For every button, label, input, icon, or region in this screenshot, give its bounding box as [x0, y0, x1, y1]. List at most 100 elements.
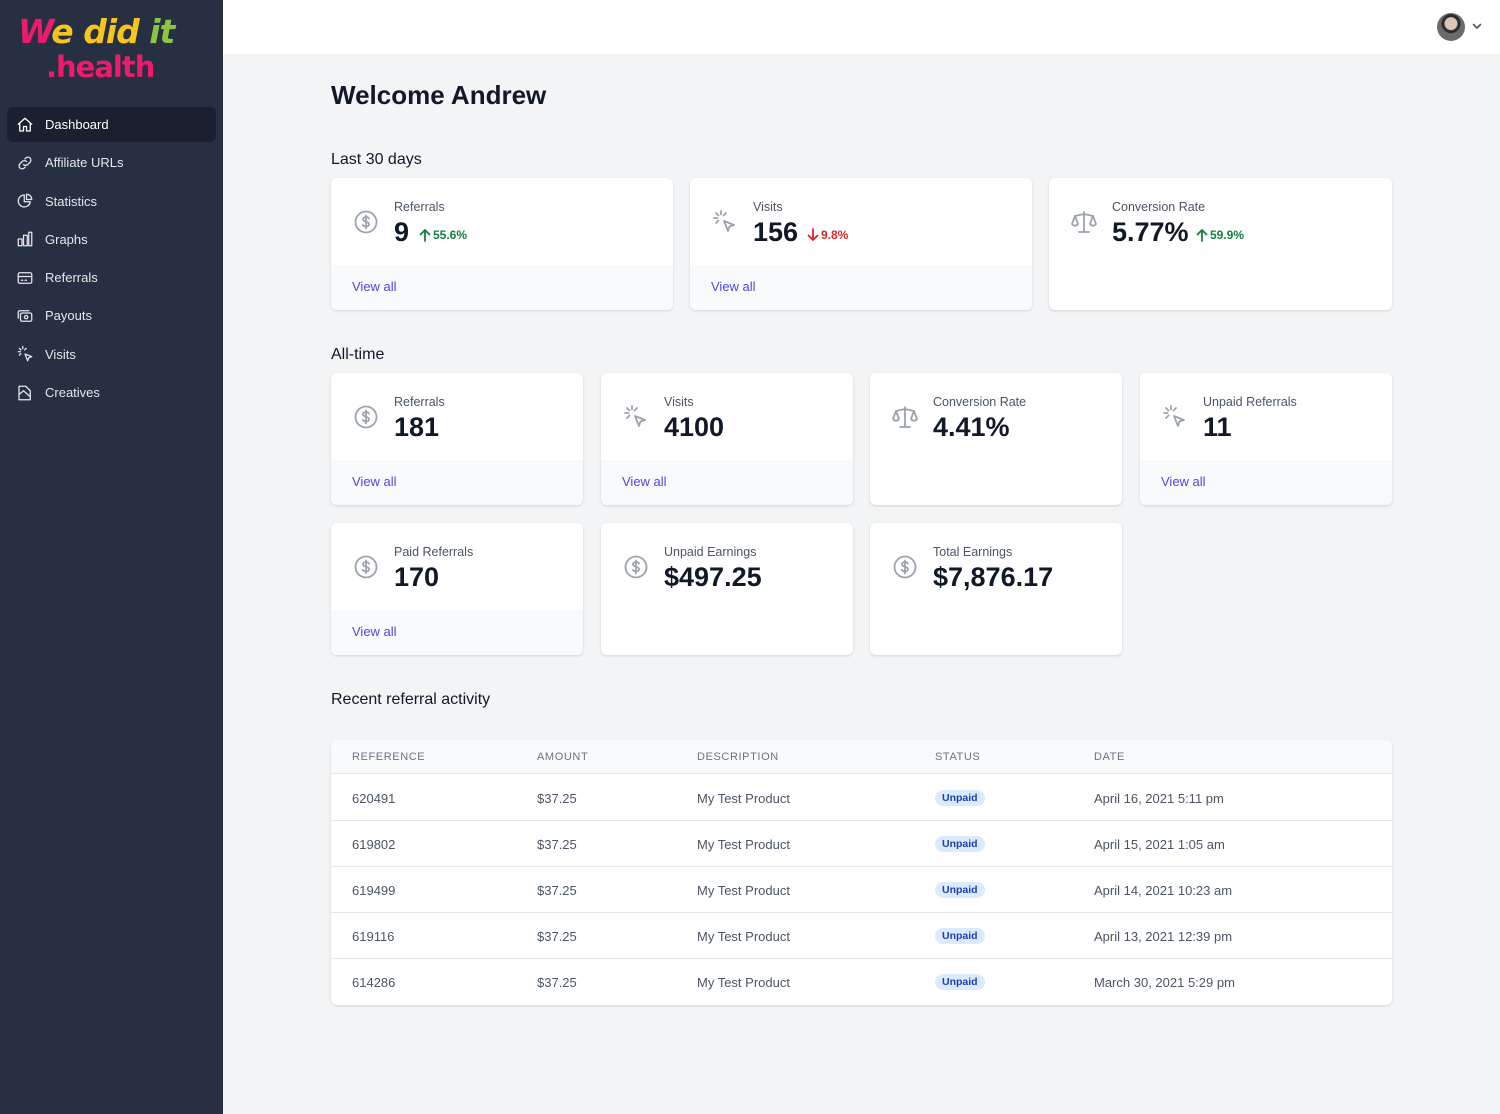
document-icon: [18, 385, 31, 400]
stat-label: Unpaid Earnings: [664, 545, 757, 559]
sidebar-item-creatives[interactable]: Creatives: [7, 375, 216, 410]
cell-amount: $37.25: [537, 791, 577, 806]
stat-card-all-referrals: Referrals 181 View all: [331, 373, 583, 505]
stat-value: 11: [1203, 412, 1232, 442]
stat-card-all-total-earnings: Total Earnings $7,876.17: [870, 523, 1122, 655]
view-all-link[interactable]: View all: [352, 624, 397, 639]
link-icon: [18, 156, 32, 170]
sidebar-nav: Dashboard Affiliate URLs Statistics Grap…: [7, 107, 216, 413]
arrow-up-icon: [1196, 229, 1208, 242]
arrow-down-icon: [807, 228, 819, 241]
stat-value: 170: [394, 562, 440, 592]
cell-date: March 30, 2021 5:29 pm: [1094, 975, 1235, 990]
sidebar-item-visits[interactable]: Visits: [7, 337, 216, 372]
section-title-recent-activity: Recent referral activity: [331, 691, 491, 708]
cell-description: My Test Product: [697, 791, 790, 806]
brand-logo[interactable]: We did it .health: [18, 12, 175, 88]
stat-card-all-unpaid-earnings: Unpaid Earnings $497.25: [601, 523, 853, 655]
home-icon: [17, 117, 33, 132]
stat-card-all-unpaid-referrals: Unpaid Referrals 11 View all: [1140, 373, 1392, 505]
card-footer: View all: [1140, 460, 1392, 505]
stat-label: Visits: [753, 200, 783, 214]
view-all-link[interactable]: View all: [352, 474, 397, 489]
sidebar-item-label: Visits: [45, 346, 76, 362]
stat-value: 4.41%: [933, 412, 1010, 442]
status-badge: Unpaid: [935, 790, 985, 806]
column-header-reference: REFERENCE: [352, 751, 426, 763]
section-title-last-30-days: Last 30 days: [331, 151, 422, 168]
table-row: 619499 $37.25 My Test Product Unpaid Apr…: [331, 867, 1392, 913]
pie-chart-icon: [17, 193, 33, 208]
stat-label: Paid Referrals: [394, 545, 474, 559]
logo-line-1: We did it: [18, 12, 175, 51]
card-footer: View all: [690, 265, 1032, 310]
cell-amount: $37.25: [537, 837, 577, 852]
cell-description: My Test Product: [697, 929, 790, 944]
cell-amount: $37.25: [537, 929, 577, 944]
referral-activity-table: REFERENCE AMOUNT DESCRIPTION STATUS DATE…: [331, 740, 1392, 1005]
sidebar-item-statistics[interactable]: Statistics: [7, 184, 216, 219]
cell-date: April 13, 2021 12:39 pm: [1094, 929, 1233, 944]
chevron-down-icon[interactable]: [1471, 20, 1483, 32]
stat-value: 181: [394, 412, 440, 442]
cell-description: My Test Product: [697, 883, 790, 898]
cell-description: My Test Product: [697, 975, 790, 990]
stat-value: 5.77%: [1112, 217, 1189, 247]
user-avatar[interactable]: [1437, 13, 1465, 41]
stat-value: 4100: [664, 412, 725, 442]
cell-reference: 614286: [352, 975, 396, 990]
stat-label: Visits: [664, 395, 694, 409]
column-header-description: DESCRIPTION: [697, 751, 779, 763]
sidebar: We did it .health Dashboard Affiliate UR…: [0, 0, 223, 1114]
cursor-click-icon: [713, 210, 735, 232]
stat-card-all-conversion-rate: Conversion Rate 4.41%: [870, 373, 1122, 505]
column-header-date: DATE: [1094, 751, 1125, 763]
sidebar-item-label: Dashboard: [45, 117, 109, 132]
status-badge: Unpaid: [935, 836, 985, 852]
view-all-link[interactable]: View all: [711, 279, 756, 294]
card-footer: View all: [331, 460, 583, 505]
cash-icon: [17, 310, 33, 322]
view-all-link[interactable]: View all: [622, 474, 667, 489]
table-row: 619116 $37.25 My Test Product Unpaid Apr…: [331, 913, 1392, 959]
sidebar-item-label: Referrals: [45, 270, 98, 286]
column-header-status: STATUS: [935, 751, 981, 763]
currency-dollar-icon: [354, 210, 378, 234]
cell-reference: 620491: [352, 791, 396, 806]
sidebar-item-graphs[interactable]: Graphs: [7, 222, 216, 257]
table-header: REFERENCE AMOUNT DESCRIPTION STATUS DATE: [331, 740, 1392, 774]
cell-reference: 619802: [352, 837, 396, 852]
cell-date: April 15, 2021 1:05 am: [1094, 837, 1225, 852]
cell-reference: 619116: [352, 929, 395, 944]
arrow-up-icon: [419, 229, 431, 242]
stat-label: Conversion Rate: [1112, 200, 1206, 214]
top-bar: [223, 0, 1500, 54]
card-footer: View all: [601, 460, 853, 505]
stat-delta: 59.9%: [1196, 228, 1244, 242]
stat-value: $497.25: [664, 562, 762, 592]
cursor-click-icon: [1163, 405, 1185, 427]
section-title-all-time: All-time: [331, 346, 385, 363]
sidebar-item-label: Graphs: [45, 231, 88, 247]
sidebar-item-referrals[interactable]: Referrals: [7, 260, 216, 295]
status-badge: Unpaid: [935, 974, 985, 990]
table-row: 619802 $37.25 My Test Product Unpaid Apr…: [331, 821, 1392, 867]
view-all-link[interactable]: View all: [352, 279, 397, 294]
sidebar-item-affiliate-urls[interactable]: Affiliate URLs: [7, 145, 216, 180]
sidebar-item-label: Creatives: [45, 385, 100, 401]
stat-delta: 55.6%: [419, 228, 467, 242]
credit-card-icon: [17, 271, 33, 284]
sidebar-item-payouts[interactable]: Payouts: [7, 298, 216, 333]
stat-card-all-paid-referrals: Paid Referrals 170 View all: [331, 523, 583, 655]
view-all-link[interactable]: View all: [1161, 474, 1206, 489]
sidebar-item-dashboard[interactable]: Dashboard: [7, 107, 216, 142]
stat-label: Referrals: [394, 395, 445, 409]
page-title: Welcome Andrew: [331, 80, 547, 110]
cell-date: April 16, 2021 5:11 pm: [1094, 791, 1224, 806]
currency-dollar-icon: [354, 405, 378, 429]
status-badge: Unpaid: [935, 882, 985, 898]
cell-amount: $37.25: [537, 975, 577, 990]
sidebar-item-label: Statistics: [45, 193, 98, 209]
stat-card-all-visits: Visits 4100 View all: [601, 373, 853, 505]
currency-dollar-icon: [893, 555, 917, 579]
